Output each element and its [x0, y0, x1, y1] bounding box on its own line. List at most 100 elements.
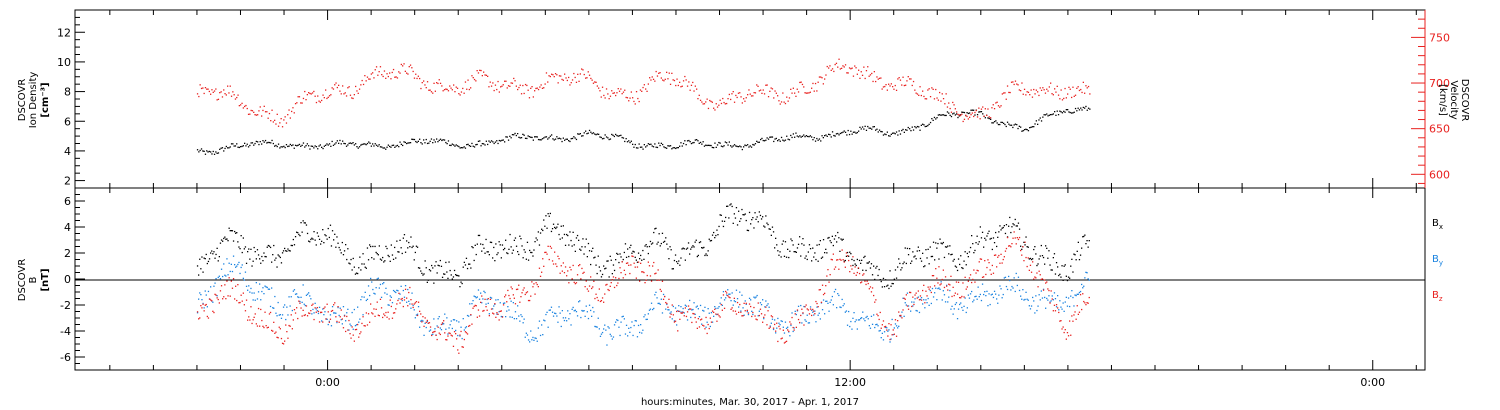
velocity-point-577 [950, 111, 953, 113]
by-point-452 [689, 299, 691, 302]
bx-point-153 [363, 263, 365, 265]
bx-point-575 [822, 239, 825, 241]
density-point-573 [945, 114, 947, 117]
bz-point-329 [555, 263, 557, 265]
density-point-401 [720, 145, 723, 147]
by-point-384 [615, 321, 617, 323]
bx-point-28 [227, 240, 229, 242]
density-point-462 [800, 136, 802, 138]
by-point-533 [777, 317, 779, 320]
velocity-point-413 [736, 96, 738, 99]
bz-point-133 [341, 318, 343, 320]
bz-point-97 [302, 309, 304, 311]
density-point-406 [727, 144, 729, 146]
bz-point-794 [1061, 328, 1063, 330]
velocity-point-133 [370, 73, 372, 75]
density-point-529 [888, 135, 890, 137]
by-point-104 [310, 298, 312, 300]
bx-point-482 [721, 220, 723, 222]
bz-point-194 [408, 291, 410, 294]
bz-point-330 [556, 265, 558, 268]
bz-point-724 [985, 273, 987, 276]
velocity-point-72 [291, 110, 293, 113]
velocity-point-287 [571, 79, 574, 81]
bz-point-479 [718, 315, 720, 317]
bz-point-135 [343, 315, 346, 317]
by-point-319 [544, 320, 546, 322]
density-point-499 [848, 133, 851, 136]
velocity-point-47 [258, 110, 260, 112]
bx-point-374 [604, 268, 606, 270]
by-point-7 [204, 290, 206, 292]
by-point-570 [817, 314, 819, 316]
bz-point-77 [280, 337, 283, 340]
bz-point-640 [893, 333, 895, 335]
bx-point-242 [460, 281, 462, 283]
by-point-564 [811, 309, 813, 311]
density-point-276 [557, 137, 559, 140]
bz-point-529 [772, 327, 775, 329]
bx-point-778 [1044, 263, 1046, 265]
bx-point-0 [196, 265, 199, 267]
by-point-31 [230, 263, 232, 265]
bx-point-9 [206, 262, 208, 265]
by-point-148 [358, 321, 360, 323]
bz-point-647 [901, 317, 903, 319]
bz-point-418 [652, 265, 654, 267]
density-point-407 [728, 141, 730, 143]
by-point-348 [575, 311, 578, 313]
by-point-766 [1030, 305, 1033, 307]
density-point-615 [1000, 121, 1002, 123]
velocity-point-147 [389, 72, 391, 74]
bx-point-168 [379, 258, 382, 260]
by-point-234 [451, 327, 453, 330]
density-point-341 [642, 148, 644, 150]
density-point-501 [851, 133, 853, 135]
bz-point-409 [642, 271, 644, 273]
by-point-418 [652, 308, 654, 311]
velocity-point-154 [398, 71, 400, 73]
by-point-225 [441, 323, 444, 325]
by-point-138 [347, 308, 349, 310]
density-point-295 [582, 135, 584, 137]
velocity-point-22 [225, 94, 227, 96]
velocity-point-4 [202, 87, 204, 89]
bx-point-645 [899, 262, 901, 265]
velocity-point-155 [399, 72, 401, 74]
by-point-655 [910, 310, 912, 312]
velocity-point-548 [912, 80, 915, 83]
by-point-599 [849, 325, 851, 328]
density-point-140 [379, 146, 382, 148]
velocity-point-318 [612, 92, 614, 94]
density-point-17 [219, 148, 221, 150]
bz-point-22 [220, 285, 223, 287]
bz-point-176 [388, 318, 390, 320]
bx-point-638 [891, 282, 893, 285]
axis-ticks [75, 10, 1426, 370]
bx-point-631 [883, 286, 886, 288]
velocity-point-432 [761, 92, 763, 94]
bx-point-378 [608, 276, 610, 278]
velocity-point-114 [345, 95, 348, 97]
density-point-43 [253, 144, 255, 146]
velocity-point-480 [824, 78, 826, 80]
density-point-130 [366, 142, 369, 145]
bx-point-626 [878, 268, 880, 271]
bz-point-125 [333, 304, 335, 306]
by-point-175 [387, 304, 389, 306]
by-point-240 [458, 321, 460, 323]
velocity-point-312 [604, 97, 606, 99]
bz-point-415 [648, 265, 651, 267]
velocity-point-526 [884, 85, 886, 88]
by-point-250 [469, 303, 471, 305]
by-point-277 [498, 311, 500, 313]
bz-point-225 [441, 322, 444, 324]
velocity-point-130 [366, 76, 369, 78]
bx-point-49 [250, 248, 252, 250]
by-point-14 [212, 301, 214, 303]
bz-point-73 [276, 336, 278, 338]
velocity-point-524 [881, 88, 883, 90]
by-point-127 [335, 312, 337, 314]
by-point-198 [412, 304, 414, 307]
bz-point-74 [277, 337, 279, 339]
